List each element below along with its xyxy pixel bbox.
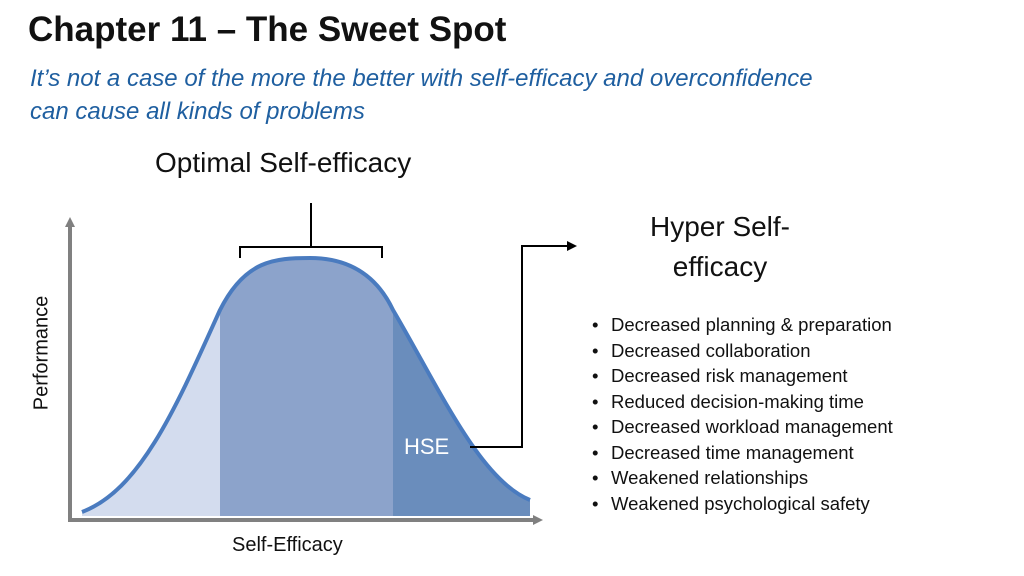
hyper-efficacy-region — [393, 258, 530, 516]
y-axis-label: Performance — [30, 295, 53, 411]
hse-region-label: HSE — [404, 434, 450, 459]
list-item: Weakened relationships — [592, 465, 893, 491]
x-axis-label: Self-Efficacy — [232, 534, 343, 556]
list-item: Decreased risk management — [592, 363, 893, 389]
slide-subtitle: It’s not a case of the more the better w… — [30, 65, 813, 125]
hse-connector-arrow — [470, 241, 577, 448]
optimal-efficacy-region — [220, 258, 393, 516]
list-item: Decreased time management — [592, 440, 893, 466]
hyper-self-efficacy-title: Hyper Self-efficacy — [649, 211, 791, 282]
slide-title: Chapter 11 – The Sweet Spot — [28, 10, 507, 49]
list-item: Decreased planning & preparation — [592, 312, 893, 338]
list-item: Reduced decision-making time — [592, 389, 893, 415]
hse-effects-list: Decreased planning & preparation Decreas… — [592, 312, 893, 516]
list-item: Decreased collaboration — [592, 338, 893, 364]
list-item: Decreased workload management — [592, 414, 893, 440]
list-item: Weakened psychological safety — [592, 491, 893, 517]
optimal-self-efficacy-label: Optimal Self-efficacy — [155, 147, 412, 178]
performance-curve — [81, 255, 531, 514]
